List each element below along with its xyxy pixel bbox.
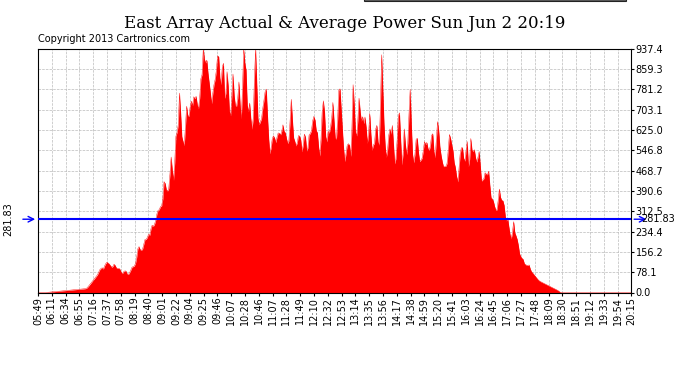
Text: 281.83: 281.83 [642, 214, 676, 224]
Legend: Average  (DC Watts), East Array  (DC Watts): Average (DC Watts), East Array (DC Watts… [364, 0, 627, 1]
Text: 281.83: 281.83 [3, 202, 13, 236]
Text: East Array Actual & Average Power Sun Jun 2 20:19: East Array Actual & Average Power Sun Ju… [124, 15, 566, 32]
Text: Copyright 2013 Cartronics.com: Copyright 2013 Cartronics.com [38, 34, 190, 44]
